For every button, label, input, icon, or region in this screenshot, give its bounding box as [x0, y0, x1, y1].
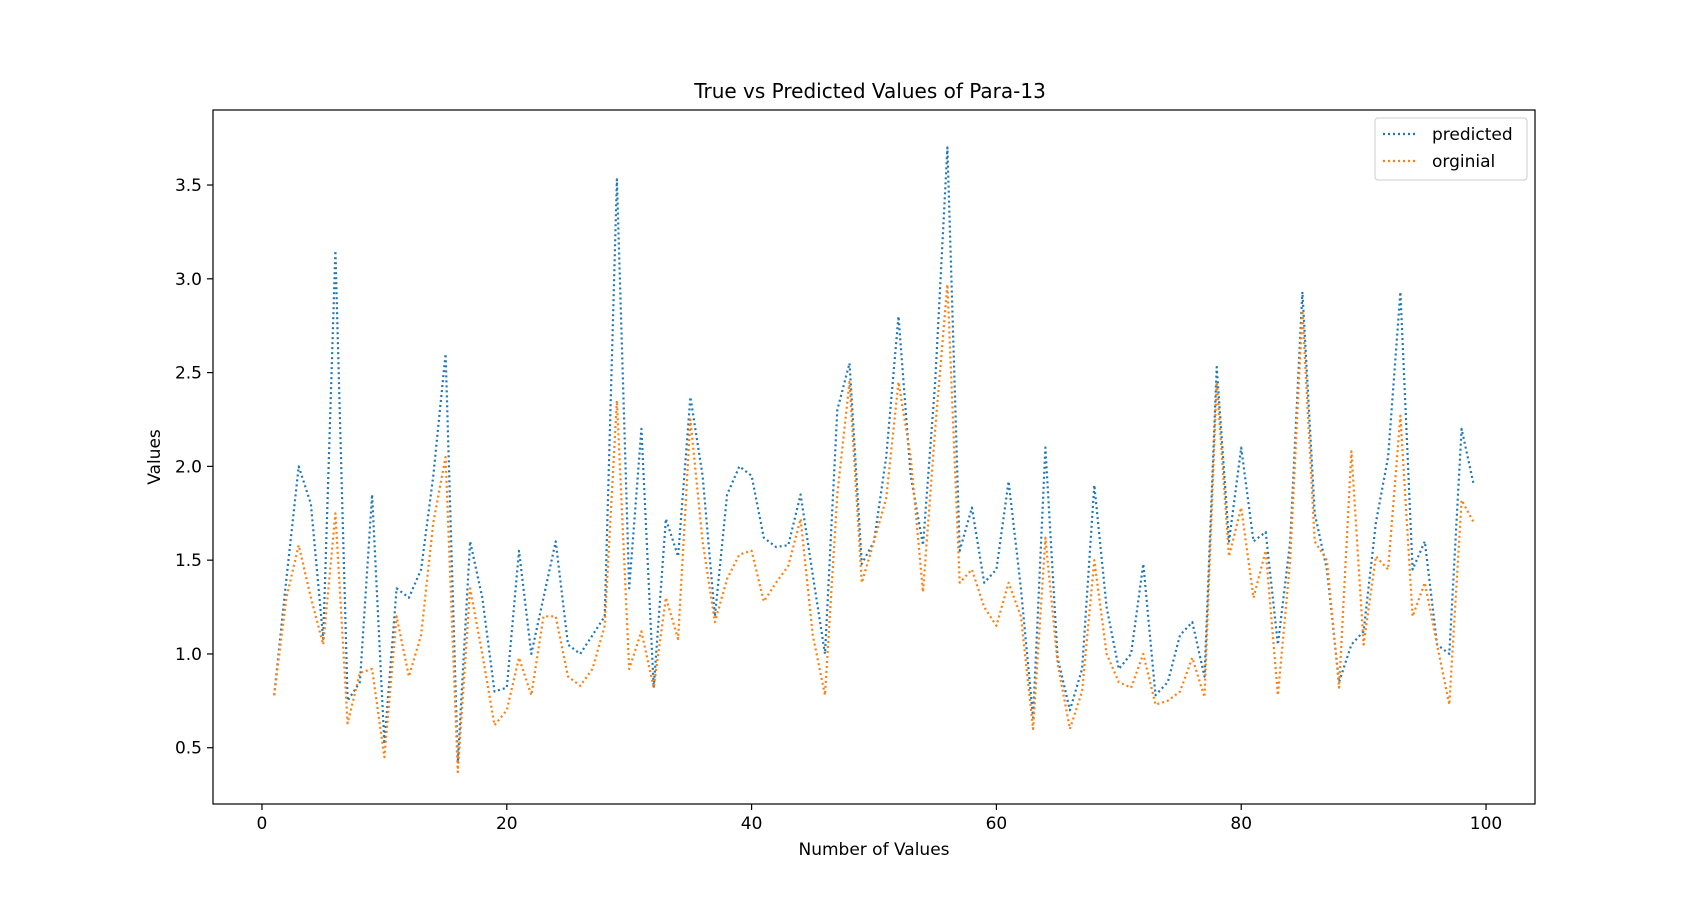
x-tick-label: 100: [1470, 814, 1502, 834]
plot-area-frame: [212, 109, 1536, 805]
x-axis-label: Number of Values: [798, 840, 949, 860]
y-tick-label: 3.0: [175, 270, 202, 290]
legend-predicted-label: predicted: [1432, 125, 1513, 145]
chart-title: True vs Predicted Values of Para-13: [693, 79, 1046, 103]
y-axis-label: Values: [145, 429, 165, 485]
x-tick-label: 60: [986, 814, 1008, 834]
series-layer: [273, 146, 1475, 774]
y-tick-label: 0.5: [175, 739, 202, 759]
y-tick-label: 3.5: [175, 176, 202, 196]
ticks-layer: 0 20 40 60 80 100 0.5 1.0 1.5 2.0 2.5 3.0 3.5: [175, 176, 1502, 834]
x-tick-label: 40: [741, 814, 763, 834]
x-tick-label: 20: [496, 814, 518, 834]
x-tick-label: 0: [257, 814, 268, 834]
y-tick-label: 2.5: [175, 364, 202, 384]
series-line-orginial: [273, 283, 1475, 774]
legend: predicted orginial: [1374, 117, 1528, 181]
legend-orginial-label: orginial: [1432, 152, 1495, 172]
x-tick-label: 80: [1230, 814, 1252, 834]
y-tick-label: 2.0: [175, 457, 202, 477]
y-tick-label: 1.0: [175, 645, 202, 665]
y-tick-label: 1.5: [175, 551, 202, 571]
